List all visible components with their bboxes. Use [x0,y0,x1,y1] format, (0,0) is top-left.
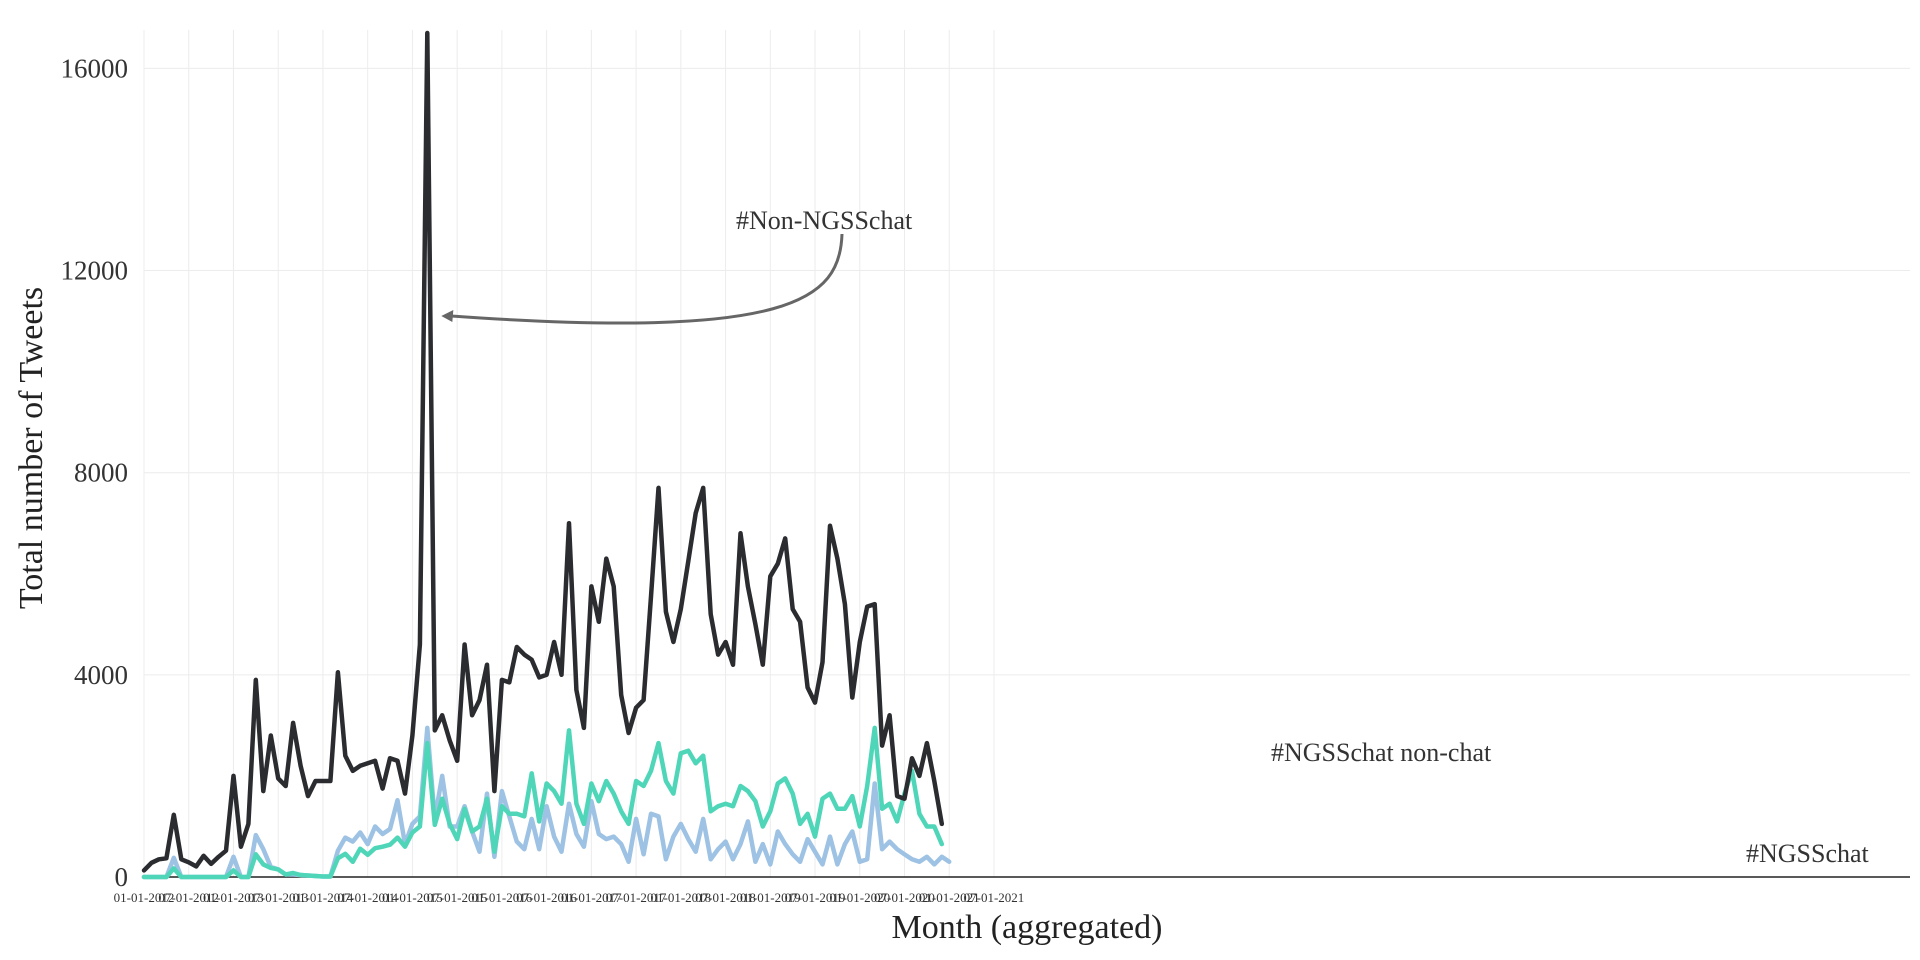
y-tick-label: 12000 [61,256,129,286]
x-tick-label: 07-01-2012 [158,890,219,905]
x-tick-label: 07-01-2016 [516,890,577,905]
x-tick-label: 01-01-2020 [829,890,890,905]
annotation-arrowhead [441,310,454,323]
grid [143,30,1910,878]
y-tick-label: 16000 [61,53,129,83]
series-lines [141,30,952,880]
x-tick-label: 07-01-2020 [874,890,935,905]
x-tick-label: 07-01-2017 [606,890,667,905]
x-tick-label: 01-01-2013 [203,890,264,905]
series-label-ngsschat-non-chat: #NGSSchat non-chat [1271,738,1492,767]
x-tick-label: 07-01-2018 [695,890,756,905]
series-line-non-ngsschat [141,30,945,873]
x-tick-label: 01-01-2015 [382,890,443,905]
y-axis-title: Total number of Tweets [13,287,50,609]
axes: 040008000120001600001-01-201207-01-20120… [61,53,1910,905]
series-label-ngsschat: #NGSSchat [1746,839,1870,868]
x-tick-label: 01-01-2019 [740,890,801,905]
series-label-non-ngsschat: #Non-NGSSchat [736,206,913,235]
x-tick-label: 01-01-2012 [114,890,175,905]
x-tick-label: 07-01-2015 [427,890,488,905]
x-tick-label: 01-01-2017 [561,890,622,905]
y-tick-label: 0 [115,862,129,892]
x-tick-label: 07-01-2014 [337,890,398,905]
annotation-arrow [451,233,844,325]
annotations [441,233,844,325]
x-tick-label: 01-01-2014 [293,890,354,905]
x-tick-label: 07-01-2019 [785,890,846,905]
x-tick-label: 01-01-2021 [919,890,980,905]
x-tick-label: 01-01-2016 [472,890,533,905]
y-tick-label: 4000 [74,660,128,690]
x-tick-label: 01-01-2018 [650,890,711,905]
x-axis-title: Month (aggregated) [892,909,1163,946]
x-tick-label: 07-01-2013 [248,890,309,905]
x-tick-label: 07-01-2021 [964,890,1025,905]
series-line-ngsschat-non-chat [141,725,945,880]
y-tick-label: 8000 [74,458,128,488]
